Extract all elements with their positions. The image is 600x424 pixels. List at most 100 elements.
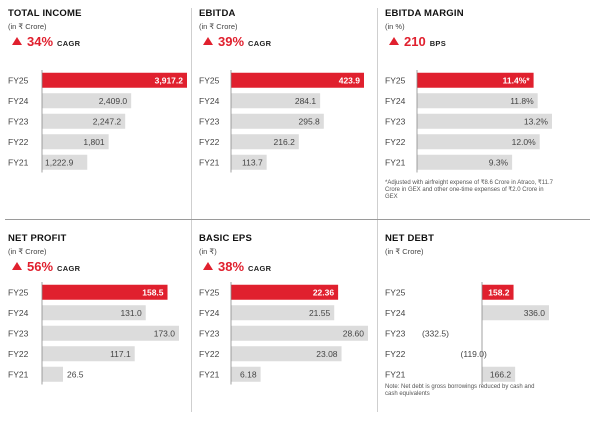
data-label: 158.5	[142, 287, 164, 297]
data-label: 131.0	[120, 308, 142, 318]
data-label: 166.2	[490, 369, 512, 379]
data-label: 295.8	[299, 116, 321, 126]
category-label: FY25	[8, 75, 29, 85]
bar	[231, 305, 335, 321]
up-arrow-icon	[12, 262, 22, 270]
category-label: FY23	[385, 328, 406, 338]
panel-total-income: TOTAL INCOME (in ₹ Crore) 34% CAGR FY25 3,…	[8, 8, 188, 208]
category-label: FY21	[8, 157, 29, 167]
growth-value: 39%	[218, 34, 245, 49]
growth-suffix: CAGR	[57, 39, 81, 48]
category-label: FY22	[385, 349, 406, 359]
panel-unit: (in %)	[385, 22, 405, 31]
category-label: FY22	[8, 137, 29, 147]
bar	[417, 72, 534, 88]
panel-basic-eps: BASIC EPS (in ₹) 38% CAGR FY25 22.36 FY24 21…	[199, 233, 369, 413]
category-label: FY23	[8, 116, 29, 126]
bar	[42, 284, 168, 300]
panel-unit: (in ₹)	[199, 247, 217, 256]
panel-net-profit: NET PROFIT (in ₹ Crore) 56% CAGR FY25 158.…	[8, 233, 188, 413]
panel-title: BASIC EPS	[199, 233, 253, 244]
bar	[231, 134, 299, 150]
category-label: FY22	[8, 349, 29, 359]
up-arrow-icon	[389, 37, 399, 45]
bar	[231, 325, 368, 341]
bar	[42, 72, 187, 88]
category-label: FY25	[199, 287, 220, 297]
total-income-chart: FY25 3,917.2 FY24 2,409.0 FY23 2,247.2 FY22 1,8…	[8, 70, 187, 173]
bar	[231, 72, 364, 88]
data-label: 9.3%	[489, 157, 509, 167]
bar	[42, 134, 109, 150]
category-label: FY24	[8, 96, 29, 106]
growth-value: 34%	[27, 34, 54, 49]
growth-indicator: 34% CAGR	[12, 33, 80, 51]
bar	[231, 366, 261, 382]
bar	[42, 346, 135, 362]
growth-value: 56%	[27, 259, 54, 274]
panel-net-debt: NET DEBT (in ₹ Crore) FY25 158.2 FY24 336.0…	[385, 233, 560, 413]
growth-value: 210	[404, 34, 426, 49]
category-label: FY25	[385, 287, 406, 297]
growth-suffix: BPS	[429, 39, 447, 48]
panel-unit: (in ₹ Crore)	[8, 247, 47, 256]
bar	[42, 93, 132, 109]
basic-eps-chart: FY25 22.36 FY24 21.55 FY23 28.60 FY22 23.08 FY21…	[199, 282, 368, 385]
data-label: 11.4%*	[503, 75, 531, 85]
column-divider-2	[377, 8, 378, 412]
data-label: 23.08	[316, 349, 338, 359]
category-label: FY25	[385, 75, 406, 85]
bar	[42, 366, 63, 382]
category-label: FY21	[199, 157, 220, 167]
category-label: FY24	[385, 96, 406, 106]
bar	[417, 113, 552, 129]
category-label: FY25	[199, 75, 220, 85]
net-debt-chart: FY25 158.2 FY24 336.0 FY23 (332.5) FY22 (119.0)…	[385, 282, 549, 385]
data-label: 284.1	[295, 96, 317, 106]
panel-unit: (in ₹ Crore)	[199, 22, 238, 31]
data-label: 13.2%	[524, 116, 549, 126]
growth-indicator: 38% CAGR	[203, 258, 271, 276]
panel-ebitda: EBITDA (in ₹ Crore) 39% CAGR FY25 423.9 FY2…	[199, 8, 369, 208]
bar	[231, 93, 321, 109]
data-label: 26.5	[67, 369, 84, 379]
data-label: 3,917.2	[155, 75, 184, 85]
category-label: FY22	[385, 137, 406, 147]
bar	[42, 113, 126, 129]
category-label: FY25	[8, 287, 29, 297]
category-label: FY21	[385, 157, 406, 167]
category-label: FY21	[8, 369, 29, 379]
data-label: 1,801	[83, 137, 105, 147]
panel-title: TOTAL INCOME	[8, 8, 82, 19]
bar	[42, 305, 146, 321]
category-label: FY24	[385, 308, 406, 318]
data-label: 216.2	[274, 137, 296, 147]
category-label: FY21	[199, 369, 220, 379]
footnote: *Adjusted with airfreight expense of ₹8.…	[385, 180, 553, 201]
up-arrow-icon	[12, 37, 22, 45]
data-label: 2,247.2	[93, 116, 122, 126]
up-arrow-icon	[203, 37, 213, 45]
up-arrow-icon	[203, 262, 213, 270]
bar	[482, 366, 516, 382]
data-label: 1,222.9	[45, 157, 74, 167]
ebitda-margin-chart: FY25 11.4%* FY24 11.8% FY23 13.2% FY22 12.0% FY2…	[385, 70, 552, 173]
category-label: FY24	[199, 308, 220, 318]
data-label: 22.36	[313, 287, 335, 297]
panel-title: NET PROFIT	[8, 233, 67, 244]
data-label: 2,409.0	[99, 96, 128, 106]
row-divider	[5, 219, 590, 220]
growth-indicator: 210 BPS	[389, 33, 446, 51]
category-label: FY23	[385, 116, 406, 126]
category-label: FY23	[8, 328, 29, 338]
data-label: 336.0	[524, 308, 546, 318]
data-label: (332.5)	[422, 328, 449, 338]
panel-title: EBITDA	[199, 8, 236, 19]
panel-ebitda-margin: EBITDA MARGIN (in %) 210 BPS FY25 11.4%* FY…	[385, 8, 560, 208]
bar	[231, 113, 324, 129]
category-label: FY23	[199, 328, 220, 338]
data-label: (119.0)	[461, 349, 487, 359]
bar	[482, 305, 549, 321]
footnote: Note: Net debt is gross borrowings reduc…	[385, 384, 535, 398]
category-label: FY23	[199, 116, 220, 126]
